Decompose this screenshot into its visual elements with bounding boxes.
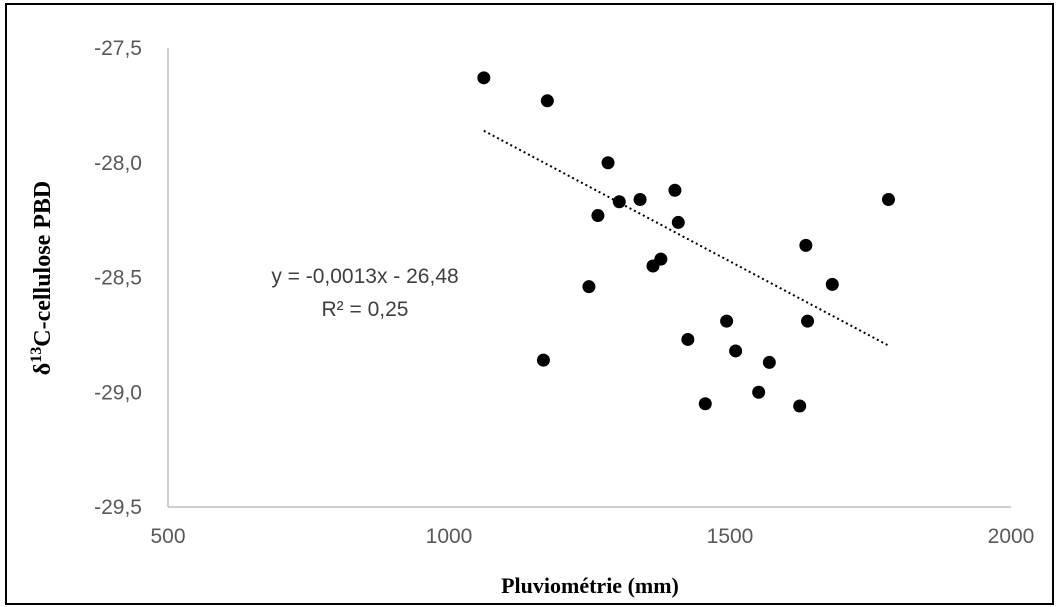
y-tick-labels: -27,5 -28,0 -28,5 -29,0 -29,5 bbox=[94, 37, 142, 519]
data-point bbox=[793, 399, 807, 413]
x-axis-title: Pluviométrie (mm) bbox=[501, 573, 679, 598]
y-tick-label: -28,0 bbox=[94, 152, 142, 175]
data-point bbox=[720, 314, 734, 328]
data-point bbox=[591, 209, 605, 223]
data-point bbox=[729, 344, 743, 358]
y-tick-label: -27,5 bbox=[94, 37, 142, 60]
x-tick-label: 500 bbox=[150, 525, 185, 548]
x-tick-labels: 500 1000 1500 2000 bbox=[150, 525, 1034, 548]
data-points bbox=[477, 71, 895, 413]
x-tick-label: 1000 bbox=[426, 525, 473, 548]
x-tick-label: 2000 bbox=[988, 525, 1035, 548]
x-tick-label: 1500 bbox=[707, 525, 754, 548]
y-tick-label: -29,0 bbox=[94, 381, 142, 404]
data-point bbox=[801, 314, 815, 328]
y-axis-title: δ13C-cellulose PBD bbox=[28, 181, 56, 375]
data-point bbox=[762, 355, 776, 369]
data-point bbox=[536, 353, 550, 367]
y-axis-title-superscript: 13 bbox=[28, 347, 45, 363]
data-point bbox=[477, 71, 491, 85]
y-axis-title-symbol: δ bbox=[30, 363, 56, 375]
data-point bbox=[799, 238, 813, 252]
y-tick-label: -29,5 bbox=[94, 496, 142, 519]
data-point bbox=[582, 280, 596, 294]
r-squared-label: R² = 0,25 bbox=[322, 298, 409, 321]
data-point bbox=[825, 277, 839, 291]
data-point bbox=[633, 192, 647, 206]
data-point bbox=[881, 192, 895, 206]
data-point bbox=[646, 259, 660, 273]
data-point bbox=[681, 332, 695, 346]
data-point bbox=[612, 195, 626, 209]
trendline-equation: y = -0,0013x - 26,48 bbox=[271, 265, 458, 288]
data-point bbox=[601, 156, 615, 170]
y-tick-label: -28,5 bbox=[94, 267, 142, 290]
data-point bbox=[752, 385, 766, 399]
chart-frame bbox=[5, 3, 1054, 605]
data-point bbox=[540, 94, 554, 108]
data-point bbox=[668, 183, 682, 197]
data-point bbox=[698, 397, 712, 411]
y-axis-title-text: C-cellulose PBD bbox=[30, 181, 56, 347]
data-point bbox=[671, 215, 685, 229]
trendline bbox=[483, 129, 889, 347]
